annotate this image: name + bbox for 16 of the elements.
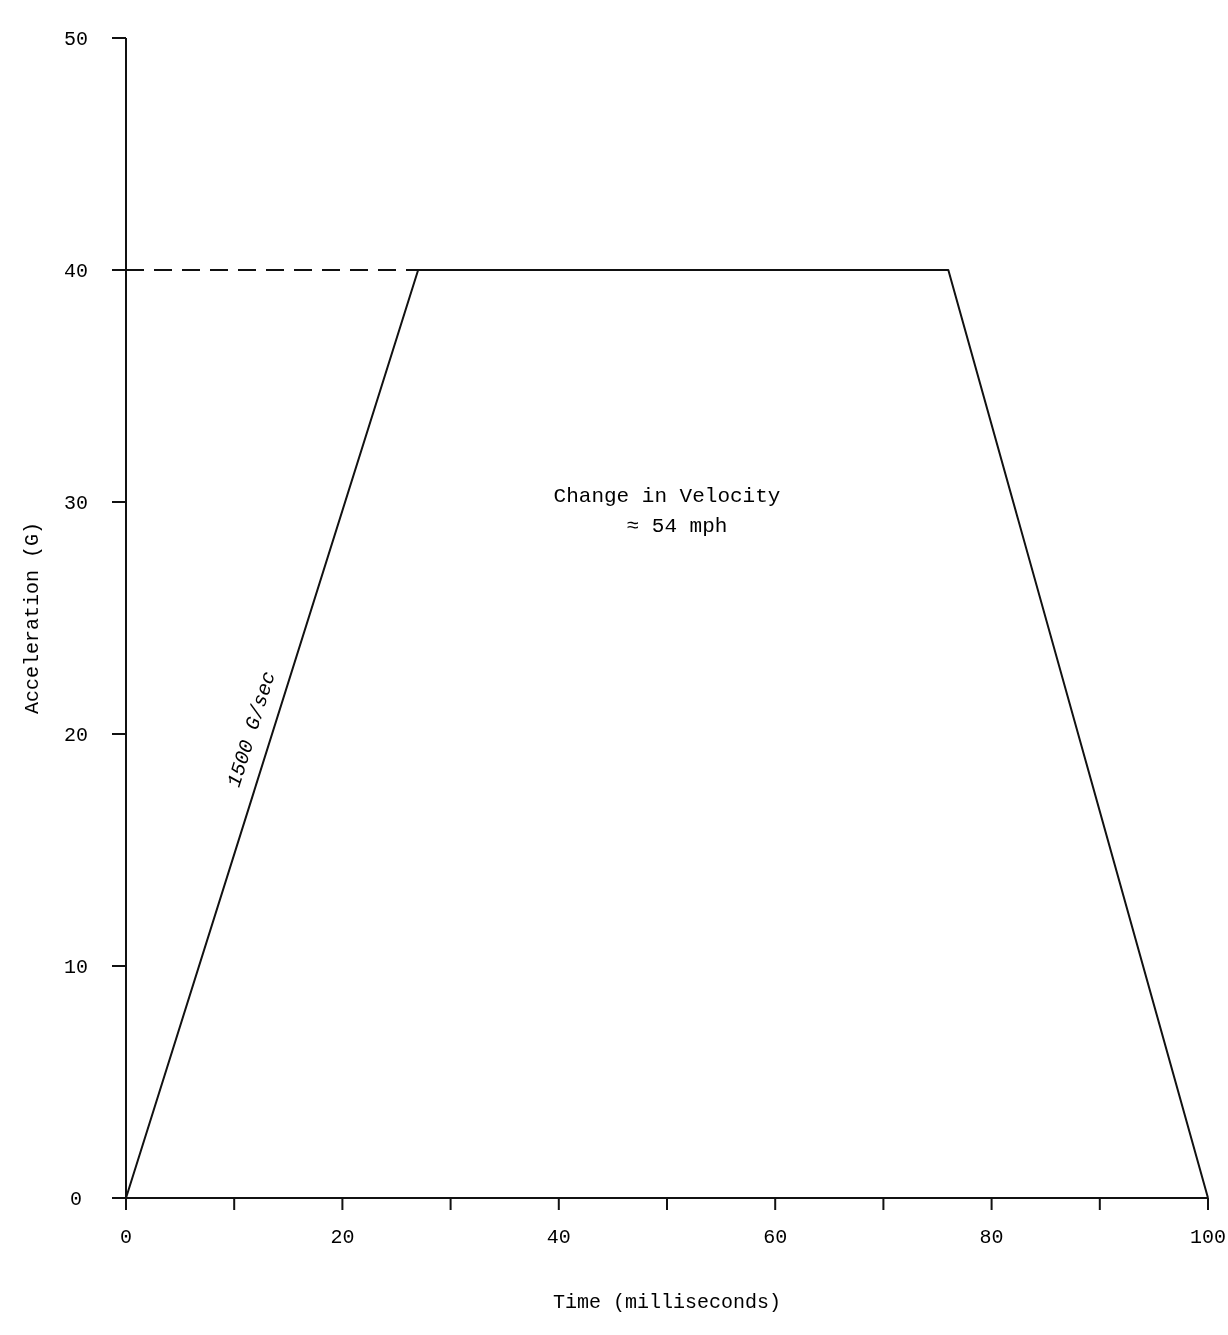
x-tick-label: 60 [763,1226,788,1249]
y-tick-label: 10 [63,956,89,979]
x-tick-label: 0 [119,1226,133,1249]
x-tick-label: 40 [546,1226,571,1249]
y-tick-label: 40 [63,260,89,283]
annotation: 1500 G/sec [222,668,281,791]
x-tick-label: 80 [979,1226,1004,1249]
y-tick-label: 50 [63,28,89,51]
y-axis-title: Acceleration (G) [21,521,44,715]
y-tick-label: 30 [63,492,89,515]
y-tick-label: 20 [63,724,89,747]
y-tick-label: 0 [69,1188,83,1211]
x-axis-title: Time (milliseconds) [552,1291,782,1314]
annotation: Change in Velocity ≈ 54 mph [553,485,781,538]
x-tick-label: 20 [330,1226,355,1249]
x-tick-label: 100 [1189,1226,1227,1249]
